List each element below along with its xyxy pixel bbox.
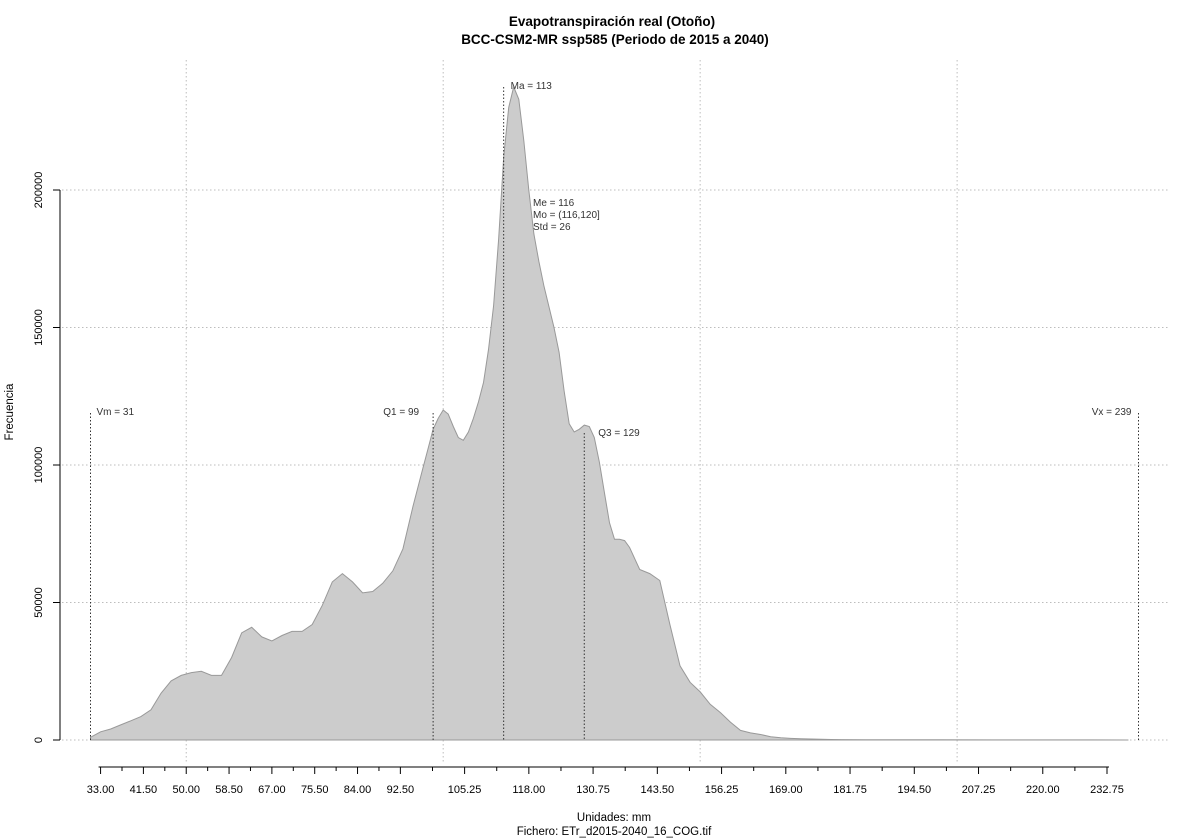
x-tick-label-11: 143.50: [640, 784, 674, 796]
x-tick-label-13: 169.00: [769, 784, 803, 796]
x-tick-label-3: 58.50: [215, 784, 243, 796]
file-caption: Fichero: ETr_d2015-2040_16_COG.tif: [517, 826, 712, 838]
x-tick-label-8: 105.25: [448, 784, 482, 796]
x-tick-label-7: 92.50: [387, 784, 415, 796]
marker-label-0: Vm = 31: [97, 407, 135, 418]
marker-label-2: Ma = 113: [511, 81, 553, 92]
stats-annotation: Me = 116 Mo = (116,120] Std = 26: [533, 198, 600, 233]
x-tick-label-15: 194.50: [897, 784, 931, 796]
x-tick-label-5: 75.50: [301, 784, 329, 796]
x-tick-label-16: 207.25: [962, 784, 996, 796]
x-tick-label-0: 33.00: [87, 784, 115, 796]
stat-std: Std = 26: [533, 222, 571, 233]
marker-label-1: Q1 = 99: [383, 407, 419, 418]
y-tick-label-0: 0: [33, 737, 45, 743]
x-tick-label-2: 50.00: [172, 784, 200, 796]
x-tick-label-10: 130.75: [576, 784, 610, 796]
x-tick-label-9: 118.00: [512, 784, 545, 796]
x-tick-label-17: 220.00: [1026, 784, 1060, 796]
marker-label-4: Vx = 239: [1092, 407, 1132, 418]
x-axis: 33.00 41.50 50.00 58.50 67.00 75.50 84.00 92.50…: [87, 766, 1124, 796]
y-axis-label: Frecuencia: [4, 383, 16, 440]
x-tick-label-1: 41.50: [130, 784, 158, 796]
x-tick-label-12: 156.25: [705, 784, 739, 796]
marker-label-3: Q3 = 129: [598, 428, 640, 439]
marker-lines: Vm = 31 Q1 = 99 Ma = 113 Q3 = 129 Vx = 239: [90, 81, 1139, 740]
stat-mean: Me = 116: [533, 198, 575, 209]
x-tick-label-6: 84.00: [344, 784, 372, 796]
x-axis-label: Unidades: mm: [577, 812, 651, 824]
stat-mode: Mo = (116,120]: [533, 210, 600, 221]
chart-subtitle: BCC-CSM2-MR ssp585 (Periodo de 2015 a 20…: [461, 32, 769, 47]
chart-title: Evapotranspiración real (Otoño): [509, 14, 715, 29]
density-area: [90, 85, 1129, 741]
x-tick-label-14: 181.75: [833, 784, 867, 796]
y-tick-label-4: 200000: [33, 172, 45, 209]
y-axis: 0 50000 100000 150000 200000: [33, 172, 61, 743]
y-tick-label-1: 50000: [33, 587, 45, 618]
y-tick-label-2: 100000: [33, 447, 45, 484]
x-tick-label-18: 232.75: [1090, 784, 1124, 796]
x-tick-label-4: 67.00: [258, 784, 286, 796]
y-tick-label-3: 150000: [33, 309, 45, 346]
